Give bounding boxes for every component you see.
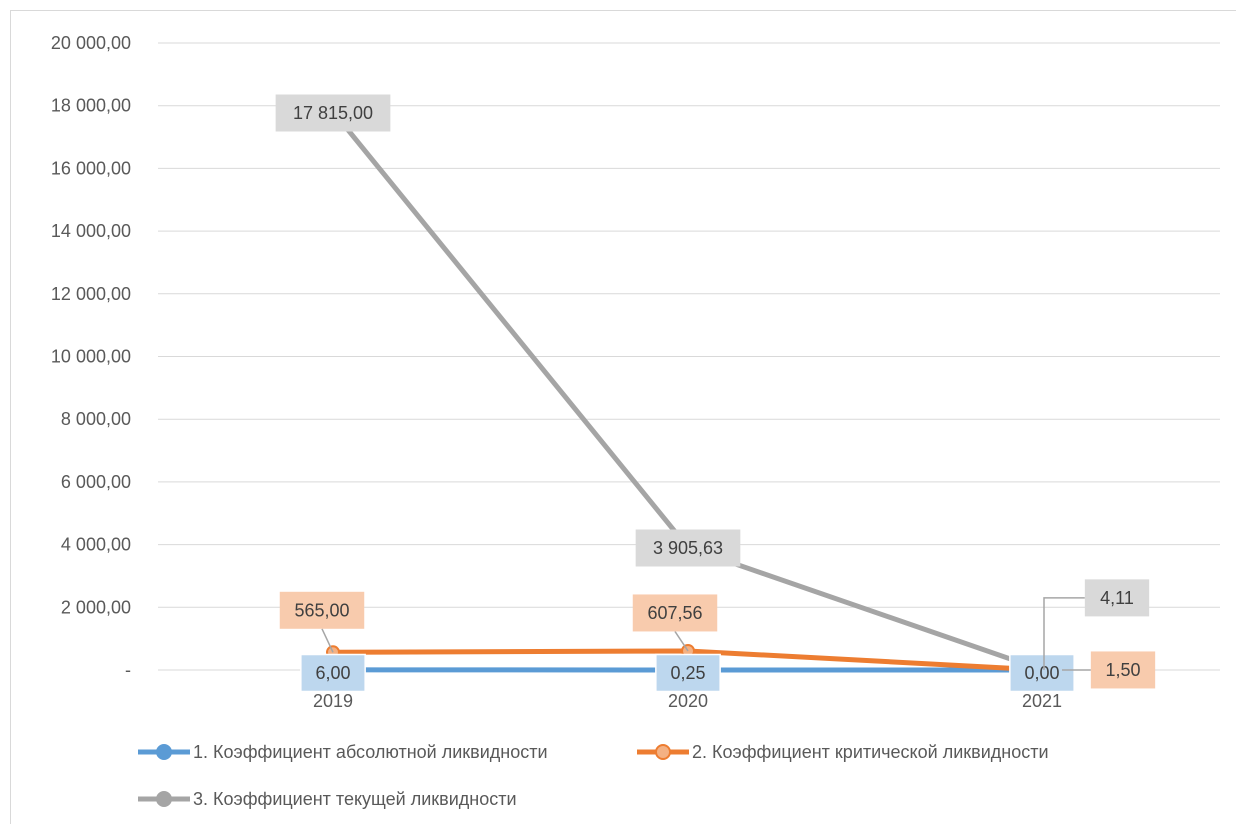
data-label-text: 565,00 xyxy=(294,600,349,620)
data-label-text: 0,00 xyxy=(1024,663,1059,683)
leader-line xyxy=(1043,597,1085,670)
data-label-box xyxy=(1009,653,1075,693)
y-tick-label: 14 000,00 xyxy=(51,221,131,241)
legend: 1. Коэффициент абсолютной ликвидности 2. … xyxy=(138,742,1049,809)
data-label-box xyxy=(1084,579,1150,617)
legend-item-3: 3. Коэффициент текущей ликвидности xyxy=(138,789,517,809)
legend-item-1: 1. Коэффициент абсолютной ликвидности xyxy=(138,742,548,762)
data-label-text: 17 815,00 xyxy=(293,103,373,123)
data-label-s1-2021: 0,00 xyxy=(1009,653,1075,693)
series-layer xyxy=(326,108,1049,677)
grid-layer xyxy=(158,42,1220,671)
y-tick-label: 2 000,00 xyxy=(61,597,131,617)
y-tick-label: 16 000,00 xyxy=(51,158,131,178)
x-tick-label: 2020 xyxy=(668,691,708,711)
chart-frame xyxy=(10,10,1236,824)
data-label-s2-2019: 565,00 xyxy=(279,591,365,653)
data-label-box xyxy=(635,529,741,567)
y-tick-label: 8 000,00 xyxy=(61,409,131,429)
data-label-box xyxy=(632,594,718,632)
data-label-box xyxy=(279,591,365,629)
legend-label: 1. Коэффициент абсолютной ликвидности xyxy=(193,742,548,762)
leader-line xyxy=(321,628,334,653)
x-tick-label: 2019 xyxy=(313,691,353,711)
legend-label: 3. Коэффициент текущей ликвидности xyxy=(193,789,517,809)
y-tick-label: - xyxy=(125,660,131,680)
data-label-s2-2021: 1,50 xyxy=(1062,651,1156,689)
y-tick-label: 6 000,00 xyxy=(61,472,131,492)
y-tick-label: 10 000,00 xyxy=(51,347,131,367)
data-label-s1-2020: 0,25 xyxy=(655,653,721,693)
data-label-text: 1,50 xyxy=(1105,660,1140,680)
legend-swatch-marker xyxy=(156,791,172,807)
data-label-box xyxy=(275,94,391,132)
data-label-s3-2019: 17 815,00 xyxy=(275,94,391,132)
y-tick-label: 12 000,00 xyxy=(51,284,131,304)
y-tick-label: 20 000,00 xyxy=(51,33,131,53)
data-label-box xyxy=(1090,651,1156,689)
x-tick-label: 2021 xyxy=(1022,691,1062,711)
data-label-s2-2020: 607,56 xyxy=(632,594,718,652)
legend-item-2: 2. Коэффициент критической ликвидности xyxy=(637,742,1049,762)
legend-swatch-marker xyxy=(156,744,172,760)
y-axis-ticks: 20 000,00 18 000,00 16 000,00 14 000,00 12 0… xyxy=(51,33,131,680)
data-labels: 6,00 0,25 0,00 565,00 607,56 1,50 17 815,00 3 9… xyxy=(275,94,1156,693)
data-label-s1-2019: 6,00 xyxy=(300,653,366,693)
data-label-text: 607,56 xyxy=(647,603,702,623)
y-tick-label: 4 000,00 xyxy=(61,535,131,555)
data-label-s3-2020: 3 905,63 xyxy=(635,529,741,567)
data-label-box xyxy=(300,653,366,693)
series-line xyxy=(330,108,1045,673)
legend-swatch-marker xyxy=(655,744,671,760)
x-axis-ticks: 2019 2020 2021 xyxy=(313,691,1062,711)
data-label-text: 6,00 xyxy=(315,663,350,683)
leader-line xyxy=(674,631,689,652)
y-tick-label: 18 000,00 xyxy=(51,96,131,116)
data-label-text: 4,11 xyxy=(1100,588,1134,608)
data-label-text: 0,25 xyxy=(670,663,705,683)
legend-label: 2. Коэффициент критической ликвидности xyxy=(692,742,1049,762)
data-label-text: 3 905,63 xyxy=(653,538,723,558)
series-3 xyxy=(330,108,1045,673)
data-label-s3-2021: 4,11 xyxy=(1043,579,1150,670)
data-label-box xyxy=(655,653,721,693)
